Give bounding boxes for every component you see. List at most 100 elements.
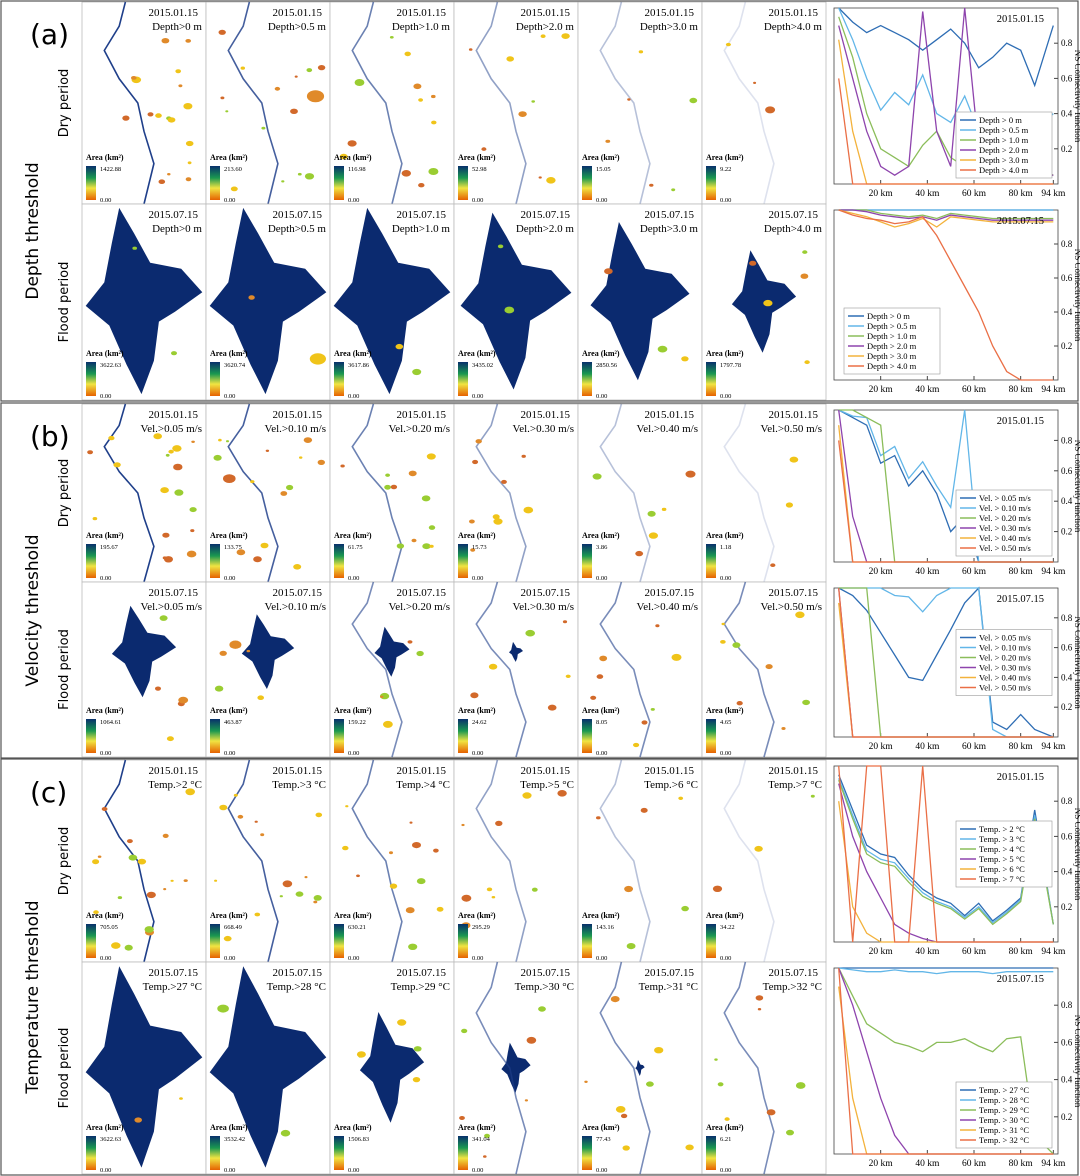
water-patch <box>290 108 298 115</box>
water-patch <box>250 480 255 484</box>
water-patch <box>390 484 398 490</box>
color-ramp <box>706 544 716 578</box>
water-patch <box>804 360 810 365</box>
x-tick-label: 94 km <box>1041 947 1066 957</box>
x-tick-label: 60 km <box>962 947 987 957</box>
map-date: 2015.07.15 <box>769 587 819 599</box>
map-date: 2015.01.15 <box>273 765 323 777</box>
water-patch <box>538 176 542 179</box>
x-tick-label: 80 km <box>1009 947 1034 957</box>
section-letter: (c) <box>30 776 67 809</box>
map-art <box>209 966 327 1168</box>
map-threshold: Depth>0 m <box>152 21 202 33</box>
legend-label: Vel. > 0.30 m/s <box>979 663 1031 673</box>
water-patch <box>260 833 265 837</box>
water-patch <box>459 1116 465 1120</box>
x-tick-label: 40 km <box>915 385 940 395</box>
river <box>351 1 403 205</box>
water-patch <box>725 42 731 47</box>
map-panel <box>205 1 331 205</box>
river <box>103 1 155 205</box>
map-panel <box>577 1 703 205</box>
water-patch <box>317 459 325 465</box>
map-art <box>85 966 203 1168</box>
water-patch <box>191 440 195 443</box>
map-panel <box>701 759 827 963</box>
area-max: 213.60 <box>224 166 242 173</box>
water-patch <box>501 479 507 484</box>
water-patch <box>605 139 611 143</box>
y-tick-label: 0.2 <box>1061 341 1072 351</box>
map-date: 2015.01.15 <box>397 765 447 777</box>
legend-label: Temp. > 29 °C <box>979 1105 1029 1115</box>
legend-box <box>955 111 1053 179</box>
map-art <box>342 759 444 963</box>
water-patch <box>286 484 294 491</box>
color-ramp <box>86 719 96 753</box>
x-tick-label: 40 km <box>915 567 940 577</box>
area-max: 159.22 <box>348 719 366 726</box>
area-label: Area (km²) <box>582 153 620 162</box>
area-label: Area (km²) <box>706 531 744 540</box>
water-patch <box>183 103 193 110</box>
area-label: Area (km²) <box>458 911 496 920</box>
water-patch <box>261 126 266 130</box>
river <box>599 581 651 758</box>
water-patch <box>411 538 417 543</box>
area-label: Area (km²) <box>706 349 744 358</box>
map-date: 2015.01.15 <box>521 409 571 421</box>
legend-label: Depth > 4.0 m <box>867 361 917 371</box>
legend-box <box>955 1081 1053 1149</box>
x-tick-label: 20 km <box>869 947 894 957</box>
river <box>723 403 775 583</box>
map-date: 2015.01.15 <box>521 765 571 777</box>
map-date: 2015.07.15 <box>149 209 199 221</box>
legend-box <box>955 489 1053 557</box>
water-patch <box>164 556 173 563</box>
river <box>103 759 155 963</box>
color-ramp <box>706 1136 716 1170</box>
area-label: Area (km²) <box>86 531 124 540</box>
water-patch <box>461 823 465 827</box>
map-panel <box>81 1 207 205</box>
water-patch <box>304 876 308 879</box>
map-panel <box>701 581 827 758</box>
water-patch <box>185 140 194 147</box>
period-label: Flood period <box>57 629 72 710</box>
area-label: Area (km²) <box>706 911 744 920</box>
map-date: 2015.07.15 <box>149 967 199 979</box>
map-threshold: Depth>2.0 m <box>516 223 575 235</box>
map-date: 2015.01.15 <box>645 7 695 19</box>
color-ramp <box>582 1136 592 1170</box>
water-patch <box>253 556 262 563</box>
area-min: 0.00 <box>224 955 235 962</box>
y-axis-title: NS Connectivity function <box>1073 249 1080 342</box>
map-threshold: Depth>4.0 m <box>764 223 823 235</box>
area-label: Area (km²) <box>706 1123 744 1132</box>
area-max: 8.05 <box>596 719 607 726</box>
water-patch <box>689 97 698 104</box>
area-max: 3435.02 <box>472 362 493 369</box>
water-patch <box>428 525 436 530</box>
water-patch <box>522 792 532 799</box>
legend-label: Vel. > 0.20 m/s <box>979 513 1031 523</box>
flood-extent <box>359 1012 425 1123</box>
series-line <box>838 586 1054 738</box>
water-patch <box>185 39 191 43</box>
water-patch <box>431 120 437 125</box>
water-patch <box>538 1006 546 1012</box>
water-patch <box>172 445 182 452</box>
water-patch <box>472 459 479 465</box>
map-art <box>460 212 572 390</box>
area-min: 0.00 <box>100 393 111 400</box>
water-patch <box>475 439 482 444</box>
water-patch <box>214 879 218 882</box>
water-patch <box>413 83 422 90</box>
area-min: 0.00 <box>348 393 359 400</box>
water-patch <box>144 926 154 933</box>
water-patch <box>531 887 538 892</box>
water-patch <box>648 532 659 539</box>
water-patch <box>599 655 608 662</box>
area-label: Area (km²) <box>86 349 124 358</box>
